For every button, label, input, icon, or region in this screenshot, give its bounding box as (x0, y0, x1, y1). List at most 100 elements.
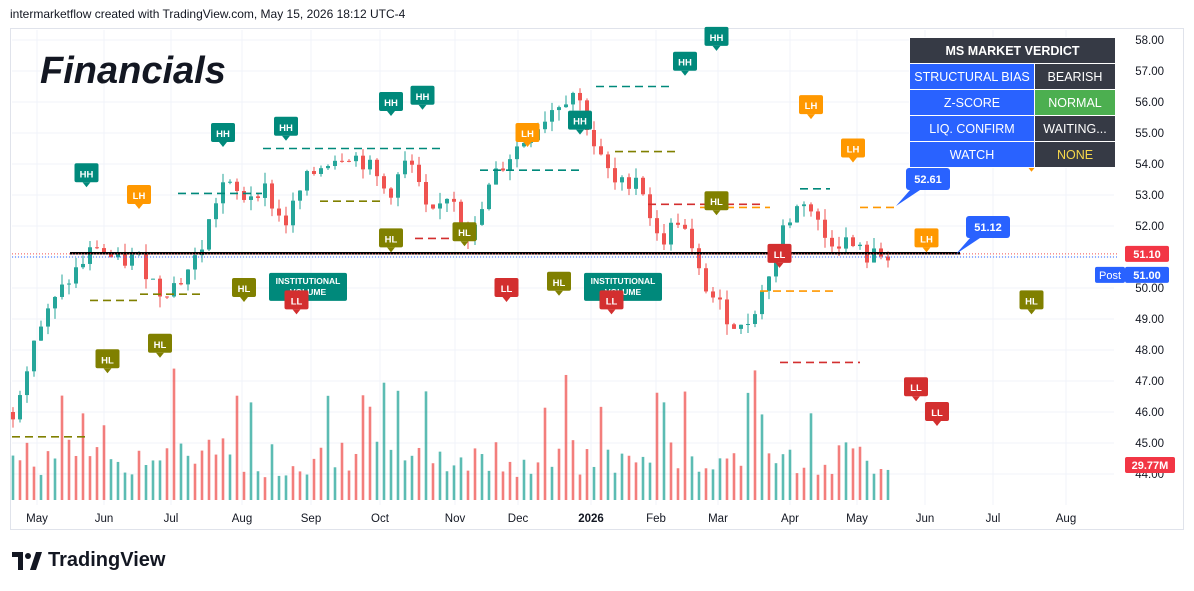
candle-body (39, 326, 43, 341)
candle-body (11, 412, 15, 420)
structure-label-box (148, 333, 172, 353)
structure-label-text: LH (920, 234, 933, 245)
candle-body (424, 182, 428, 205)
volume-bar (466, 470, 470, 500)
volume-bar (718, 458, 722, 500)
candle-body (389, 188, 393, 198)
structure-label-box (127, 185, 151, 204)
volume-bar (172, 368, 176, 500)
volume-bar (207, 439, 211, 500)
volume-bar (627, 455, 631, 500)
volume-bar (564, 374, 568, 500)
price-callout-box (966, 216, 1010, 238)
structure-label-text: HL (458, 228, 471, 239)
tradingview-logo-text: TradingView (48, 549, 166, 571)
y-axis-tick-label: 58.00 (1135, 35, 1164, 47)
candle-body (788, 222, 792, 226)
structure-label-pointer (712, 210, 721, 216)
structure-label-text: HH (384, 98, 398, 109)
volume-bar (683, 391, 687, 500)
candle-body (767, 276, 771, 291)
candle-body (361, 155, 365, 170)
candle-body (81, 263, 85, 268)
structure-label-box (568, 110, 592, 130)
candle-body (130, 254, 134, 266)
x-axis-tick-label: Oct (371, 513, 390, 525)
candle-body (116, 254, 120, 258)
candle-body (158, 278, 162, 297)
volume-bar (151, 460, 155, 500)
volume-bar (606, 449, 610, 500)
volume-bar (256, 471, 260, 500)
candle-body (515, 146, 519, 160)
x-axis-tick-label: Nov (445, 513, 466, 525)
volume-bar (235, 395, 239, 500)
structure-label-pointer (219, 142, 227, 147)
candle-body (501, 168, 505, 171)
candle-body (823, 219, 827, 238)
volume-bar (354, 453, 358, 500)
structure-label-text: HH (573, 117, 587, 128)
volume-bar (158, 460, 162, 500)
volume-bar (130, 474, 134, 500)
volume-bar (249, 402, 253, 500)
candle-body (669, 222, 673, 245)
structure-label-pointer (418, 104, 427, 110)
volume-bar (144, 465, 148, 500)
candle-body (620, 177, 624, 183)
candle-body (417, 164, 421, 183)
verdict-value-structural-bias: BEARISH (1034, 63, 1116, 90)
volume-bar (634, 462, 638, 500)
volume-bar (711, 469, 715, 500)
structure-label-box (1019, 290, 1044, 310)
volume-bar (690, 456, 694, 500)
candle-body (123, 254, 127, 266)
chart-header: intermarketflow created with TradingView… (10, 7, 406, 21)
price-callout-text: 52.61 (914, 174, 942, 186)
volume-bar (382, 382, 386, 500)
volume-bar (81, 413, 85, 500)
x-axis-tick-label: Jun (95, 513, 114, 525)
tradingview-logo[interactable]: TradingView (12, 549, 165, 572)
volume-bar (375, 441, 379, 500)
structure-label-text: LL (501, 284, 513, 295)
y-axis-tick-label: 50.00 (1135, 283, 1164, 295)
volume-bar (494, 442, 498, 500)
volume-bar (648, 462, 652, 500)
price-callout-box (906, 168, 950, 190)
structure-label-text: HL (710, 197, 723, 208)
y-axis-tick-label: 57.00 (1135, 66, 1164, 78)
volume-bar (830, 473, 834, 500)
volume-bar (438, 451, 442, 500)
candle-body (746, 323, 750, 325)
structure-label-text: LH (805, 101, 818, 112)
verdict-value-liq-confirm: WAITING... (1034, 115, 1116, 142)
candle-body (263, 183, 267, 198)
structure-label-text: HL (238, 284, 251, 295)
volume-bar (865, 460, 869, 500)
volume-bar (74, 455, 78, 500)
volume-bar (837, 445, 841, 500)
candle-body (319, 168, 323, 174)
volume-bar (704, 468, 708, 500)
structure-label-box (379, 228, 403, 248)
volume-bar (333, 467, 337, 500)
volume-bar (305, 474, 309, 500)
volume-bar (774, 463, 778, 500)
structure-label-text: HH (216, 129, 230, 140)
structure-label-pointer (135, 204, 143, 209)
volume-bar (228, 454, 232, 500)
structure-label-box (914, 228, 939, 248)
volume-bar (109, 459, 113, 500)
structure-label-box (379, 92, 403, 111)
candle-body (53, 296, 57, 309)
post-price-text: 51.00 (1133, 270, 1161, 282)
structure-label-text: LL (774, 250, 786, 261)
candle-body (641, 177, 645, 195)
y-axis-tick-label: 52.00 (1135, 221, 1164, 233)
chart-title: Financials (40, 50, 226, 92)
volume-bar (25, 442, 29, 500)
structure-label-text: HH (80, 169, 94, 180)
y-axis-tick-label: 47.00 (1135, 376, 1164, 388)
